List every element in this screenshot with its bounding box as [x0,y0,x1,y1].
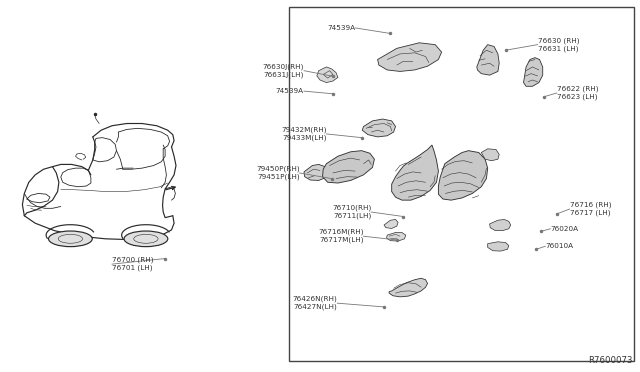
Text: 76630 (RH)
76631 (LH): 76630 (RH) 76631 (LH) [538,38,579,52]
Text: 76716 (RH)
76717 (LH): 76716 (RH) 76717 (LH) [570,202,611,216]
Ellipse shape [124,231,168,247]
Bar [289,7,634,361]
Polygon shape [304,164,328,180]
Ellipse shape [49,231,92,247]
Polygon shape [362,119,396,137]
Polygon shape [387,232,406,241]
Text: 79450P(RH)
79451P(LH): 79450P(RH) 79451P(LH) [256,166,300,180]
Text: 76716M(RH)
76717M(LH): 76716M(RH) 76717M(LH) [318,229,364,243]
Text: 76710(RH)
76711(LH): 76710(RH) 76711(LH) [332,205,371,219]
Text: 76700 (RH)
76701 (LH): 76700 (RH) 76701 (LH) [112,257,154,271]
Text: R7600073: R7600073 [588,356,632,365]
Polygon shape [392,145,438,200]
Polygon shape [488,242,509,251]
Text: 76010A: 76010A [545,243,573,249]
Text: 76622 (RH)
76623 (LH): 76622 (RH) 76623 (LH) [557,86,598,100]
Polygon shape [490,219,511,231]
Polygon shape [477,45,499,75]
Polygon shape [323,151,374,183]
Text: 74539A: 74539A [327,25,355,31]
Text: 76630J(RH)
76631J(LH): 76630J(RH) 76631J(LH) [262,64,304,78]
Polygon shape [389,278,428,297]
Text: 76426N(RH)
76427N(LH): 76426N(RH) 76427N(LH) [292,296,337,310]
Polygon shape [524,58,543,86]
Polygon shape [438,151,488,200]
Polygon shape [378,43,442,71]
Text: 76020A: 76020A [550,226,579,232]
Polygon shape [481,149,499,161]
Polygon shape [384,219,398,228]
Text: 74539A: 74539A [276,88,304,94]
Polygon shape [317,67,338,83]
Text: 79432M(RH)
79433M(LH): 79432M(RH) 79433M(LH) [281,127,326,141]
